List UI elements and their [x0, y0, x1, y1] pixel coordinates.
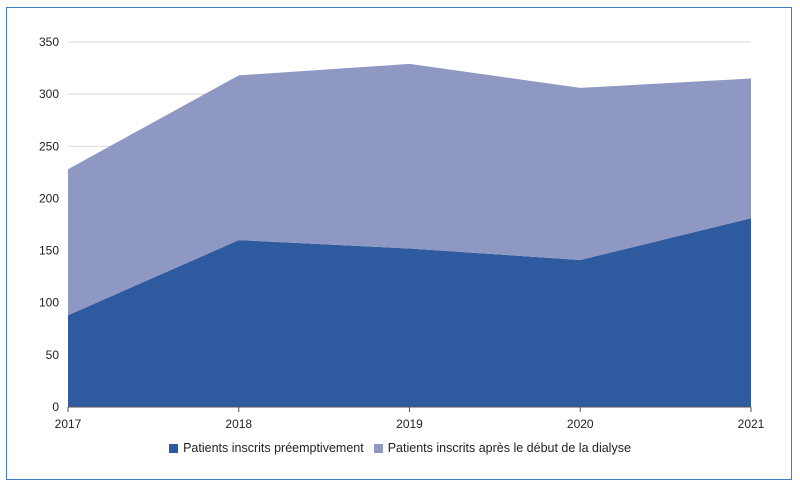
legend-item-after-dialysis: Patients inscrits après le début de la d…	[373, 441, 631, 455]
area-series	[68, 63, 751, 407]
x-tick-label: 2017	[55, 417, 82, 431]
x-tick-label: 2018	[225, 417, 252, 431]
y-tick-label: 150	[39, 244, 59, 258]
x-tick-label: 2019	[396, 417, 423, 431]
x-tick-label: 2020	[567, 417, 594, 431]
legend: Patients inscrits préemptivement Patient…	[0, 441, 800, 455]
legend-label-preemptive: Patients inscrits préemptivement	[183, 441, 364, 455]
y-tick-label: 0	[52, 400, 59, 414]
area-series-1	[68, 63, 751, 316]
legend-label-after-dialysis: Patients inscrits après le début de la d…	[387, 441, 631, 455]
x-tick-label: 2021	[738, 417, 765, 431]
area-series-0	[68, 218, 751, 407]
y-tick-label: 350	[39, 35, 59, 49]
x-tick-labels: 2017 2018 2019 2020 2021	[55, 417, 765, 431]
y-tick-label: 300	[39, 87, 59, 101]
y-tick-label: 250	[39, 139, 59, 153]
legend-swatch-after-dialysis	[373, 443, 383, 453]
y-tick-label: 50	[46, 348, 60, 362]
y-tick-label: 100	[39, 296, 59, 310]
axes	[67, 406, 752, 412]
y-tick-labels: 0 50 100 150 200 250 300 350	[39, 35, 59, 414]
y-tick-label: 200	[39, 191, 59, 205]
legend-swatch-preemptive	[169, 443, 179, 453]
legend-item-preemptive: Patients inscrits préemptivement	[169, 441, 364, 455]
